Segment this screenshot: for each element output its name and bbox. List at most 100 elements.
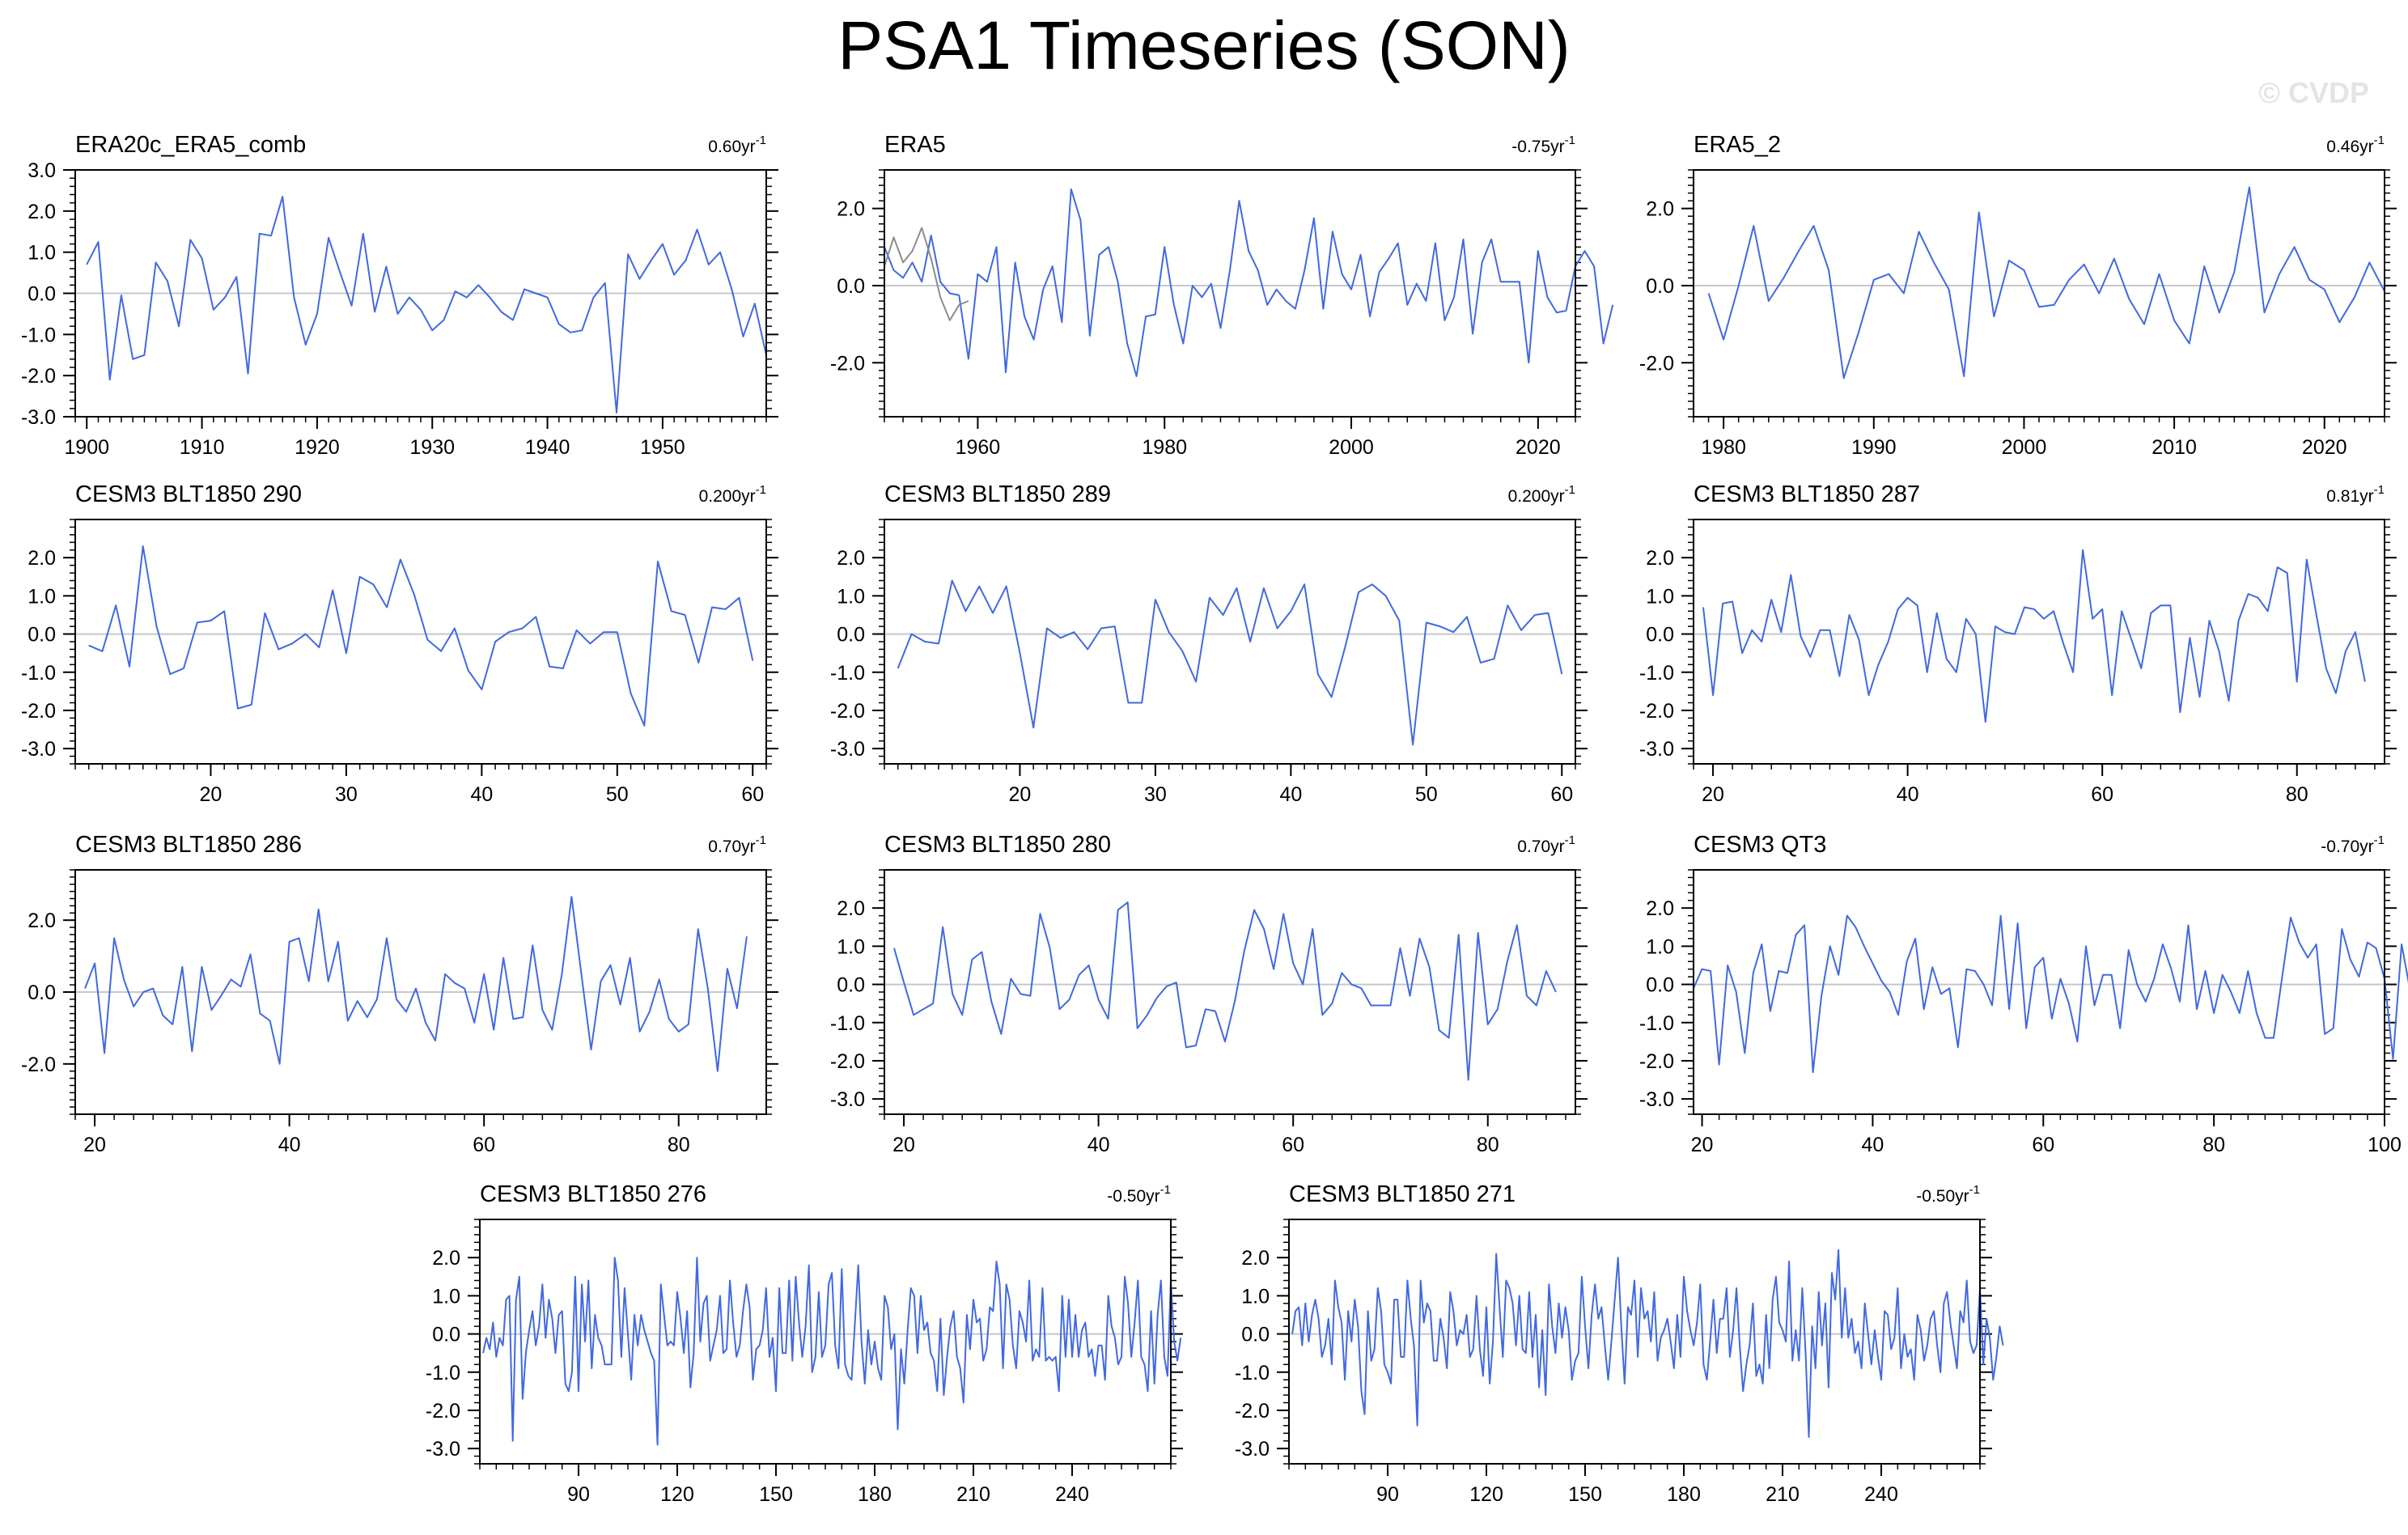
- trend-label: -0.50yr-1: [1107, 1183, 1171, 1206]
- y-tick-label: 2.0: [28, 910, 56, 932]
- x-tick-label: 2000: [1329, 436, 1374, 459]
- panel-title: ERA5_2: [1694, 132, 1781, 158]
- x-tick-label: 90: [567, 1483, 590, 1506]
- plot-frame: [884, 869, 1576, 1115]
- chart-panel-7: 2.0 1.0 0.0 -1.0 -2.0 -3.0 20 40 60 80 CESM3 BLT18…: [830, 832, 1588, 1156]
- x-tick-label: 1900: [64, 436, 109, 459]
- x-tick-label: 150: [1568, 1483, 1602, 1506]
- x-tick-label: 50: [606, 783, 629, 806]
- chart-panel-9: 2.0 1.0 0.0 -1.0 -2.0 -3.0 90 120 150 180 210 240 CE…: [426, 1181, 1183, 1506]
- chart-panel-4: 2.0 1.0 0.0 -1.0 -2.0 -3.0 20 30 40 50 60 CESM3 BLT…: [830, 481, 1588, 806]
- x-tick-label: 40: [470, 783, 493, 806]
- panel-title: ERA5: [884, 132, 946, 158]
- trend-label: 0.46yr-1: [2326, 134, 2385, 156]
- y-tick-label: -2.0: [830, 1050, 865, 1073]
- y-tick-label: -1.0: [1235, 1362, 1270, 1384]
- y-tick-label: 0.0: [1646, 275, 1674, 298]
- x-tick-label: 20: [892, 1134, 915, 1156]
- x-tick-label: 1980: [1701, 436, 1746, 459]
- x-tick-label: 120: [1469, 1483, 1503, 1506]
- trend-label: -0.70yr-1: [2321, 833, 2385, 856]
- y-tick-label: 1.0: [28, 242, 56, 265]
- x-tick-label: 1910: [180, 436, 225, 459]
- x-tick-label: 60: [2032, 1134, 2054, 1156]
- chart-panel-5: 2.0 1.0 0.0 -1.0 -2.0 -3.0 20 40 60 80 CESM3 BLT18…: [1639, 481, 2397, 806]
- series-line-psa1: [1693, 914, 2408, 1074]
- series-line-psa1: [86, 196, 767, 413]
- x-tick-label: 40: [1279, 783, 1302, 806]
- y-tick-label: 0.0: [1646, 974, 1674, 997]
- trend-label: 0.70yr-1: [708, 833, 766, 856]
- series-line-era20c: [884, 227, 969, 321]
- series-line-psa1: [1702, 549, 2366, 723]
- y-tick-label: 2.0: [837, 547, 865, 570]
- y-tick-label: 1.0: [1241, 1285, 1270, 1308]
- x-tick-label: 180: [1667, 1483, 1701, 1506]
- y-tick-label: -2.0: [21, 365, 56, 388]
- panel-title: CESM3 QT3: [1694, 832, 1826, 858]
- y-tick-label: -1.0: [426, 1362, 460, 1384]
- x-tick-label: 1980: [1142, 436, 1187, 459]
- x-tick-label: 1950: [640, 436, 685, 459]
- y-tick-label: -1.0: [830, 1012, 865, 1035]
- x-tick-label: 20: [83, 1134, 106, 1156]
- y-tick-label: -3.0: [830, 738, 865, 761]
- x-tick-label: 150: [759, 1483, 793, 1506]
- y-tick-label: 2.0: [837, 897, 865, 920]
- series-line-psa1: [893, 901, 1557, 1081]
- plot-frame: [74, 169, 767, 418]
- x-tick-label: 2020: [2302, 436, 2347, 459]
- y-tick-label: -2.0: [830, 700, 865, 723]
- y-tick-label: 0.0: [837, 974, 865, 997]
- y-tick-label: 0.0: [1646, 624, 1674, 647]
- chart-panel-8: 2.0 1.0 0.0 -1.0 -2.0 -3.0 20 40 60 80 100 CESM3 QT…: [1639, 832, 2408, 1156]
- x-tick-label: 1930: [409, 436, 455, 459]
- x-tick-label: 20: [1691, 1134, 1714, 1156]
- x-tick-label: 1940: [525, 436, 570, 459]
- y-tick-label: -2.0: [426, 1400, 460, 1423]
- y-tick-label: 1.0: [1646, 935, 1674, 958]
- y-tick-label: -2.0: [830, 352, 865, 375]
- y-tick-label: 2.0: [1646, 547, 1674, 570]
- panel-title: CESM3 BLT1850 280: [884, 832, 1111, 858]
- y-tick-label: 1.0: [837, 585, 865, 608]
- y-tick-label: 2.0: [432, 1247, 460, 1270]
- series-line-psa1: [482, 1257, 1182, 1446]
- x-tick-label: 40: [1087, 1134, 1110, 1156]
- x-tick-label: 20: [1702, 783, 1724, 806]
- x-tick-label: 180: [858, 1483, 892, 1506]
- plot-frame: [1693, 869, 2385, 1115]
- x-tick-label: 30: [335, 783, 358, 806]
- x-tick-label: 100: [2368, 1134, 2402, 1156]
- plot-frame: [1288, 1219, 1981, 1465]
- x-tick-label: 40: [1862, 1134, 1884, 1156]
- x-tick-label: 80: [2286, 783, 2308, 806]
- panel-title: ERA20c_ERA5_comb: [75, 132, 306, 158]
- y-tick-label: -1.0: [1639, 662, 1674, 685]
- y-tick-label: 0.0: [837, 624, 865, 647]
- y-tick-label: 2.0: [1646, 198, 1674, 221]
- y-tick-label: -3.0: [830, 1088, 865, 1111]
- y-tick-label: -3.0: [21, 738, 56, 761]
- panel-title: CESM3 BLT1850 276: [480, 1181, 706, 1207]
- x-tick-label: 90: [1376, 1483, 1399, 1506]
- watermark: © CVDP: [2258, 76, 2369, 109]
- y-tick-label: -2.0: [1639, 352, 1674, 375]
- x-tick-label: 1920: [295, 436, 340, 459]
- panel-title: CESM3 BLT1850 286: [75, 832, 302, 858]
- x-tick-label: 80: [668, 1134, 690, 1156]
- trend-label: 0.200yr-1: [1508, 483, 1575, 506]
- y-tick-label: -3.0: [1639, 1088, 1674, 1111]
- y-tick-label: -2.0: [1639, 700, 1674, 723]
- series-line-era5: [884, 188, 1614, 377]
- chart-panel-3: 2.0 1.0 0.0 -1.0 -2.0 -3.0 20 30 40 50 60 CESM3 BLT…: [21, 481, 778, 806]
- x-tick-label: 1960: [956, 436, 1001, 459]
- x-tick-label: 60: [1282, 1134, 1304, 1156]
- y-tick-label: 2.0: [28, 201, 56, 223]
- x-tick-label: 60: [1550, 783, 1573, 806]
- x-tick-label: 80: [2202, 1134, 2225, 1156]
- x-tick-label: 240: [1864, 1483, 1898, 1506]
- x-tick-label: 80: [1477, 1134, 1499, 1156]
- chart-panel-6: 2.0 0.0 -2.0 20 40 60 80 CESM3 BLT1850 286 0.70y…: [21, 832, 778, 1156]
